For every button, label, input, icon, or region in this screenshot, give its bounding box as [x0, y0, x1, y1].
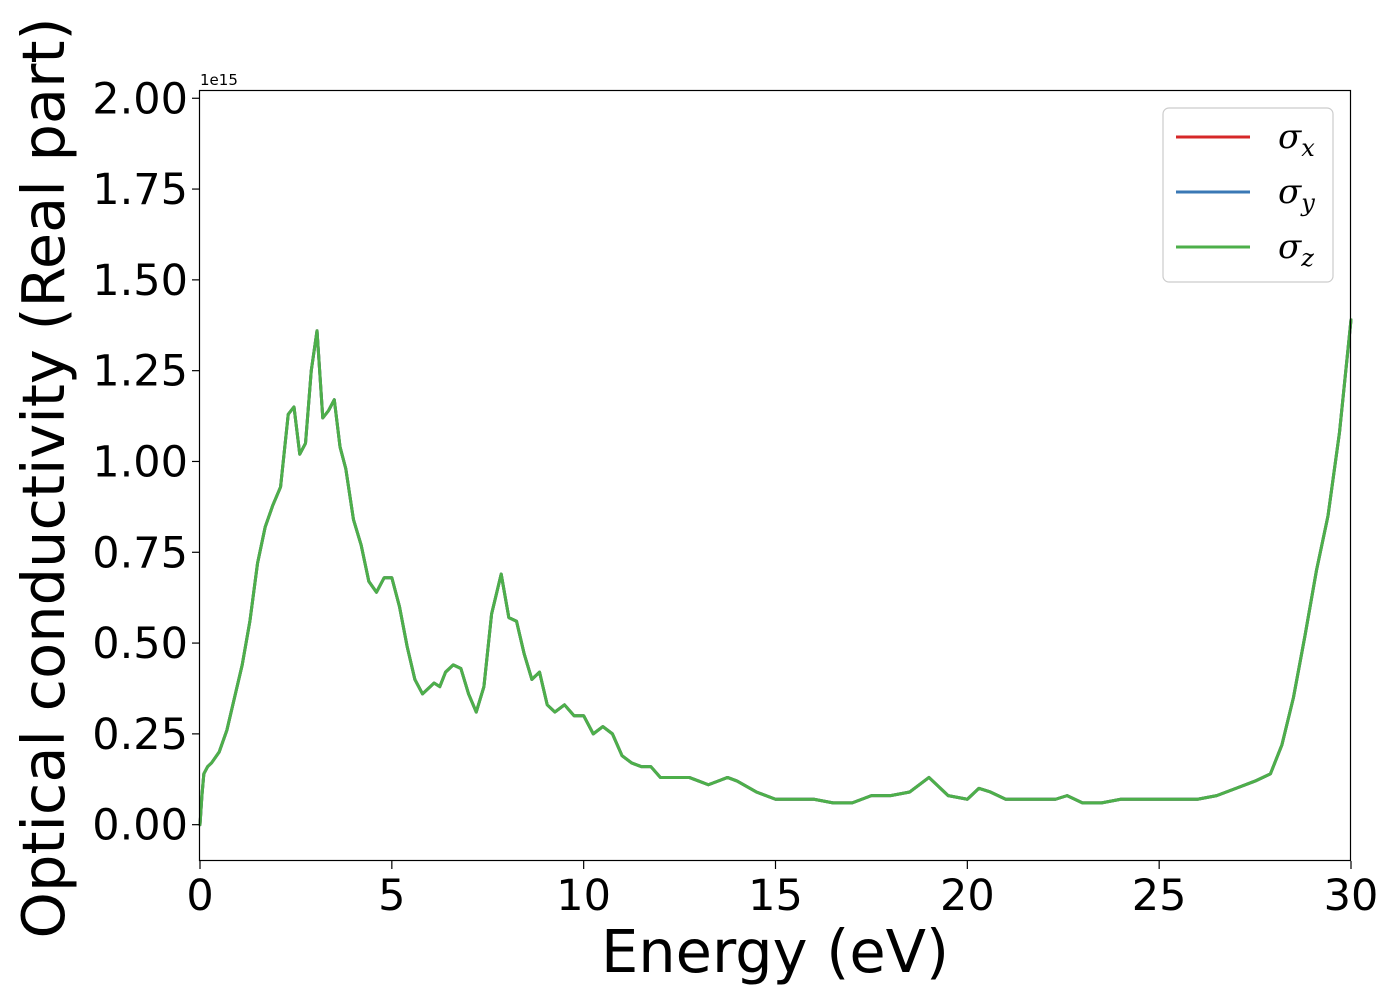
legend-label: σz [1278, 227, 1314, 272]
legend-label: σy [1278, 172, 1315, 217]
x-axis-title: Energy (eV) [601, 917, 949, 986]
legend-label: σx [1278, 117, 1315, 162]
series-line-σz [198, 318, 1353, 827]
legend-items: σx σy σz [1176, 117, 1315, 272]
x-tick-label: 20 [940, 871, 995, 921]
legend: σx σy σz [1162, 107, 1334, 283]
y-tick-label: 0.25 [92, 710, 188, 760]
y-tick-label: 2.00 [92, 74, 188, 124]
y-axis-ticks: 0.00 0.25 0.50 0.75 1.00 1.25 1.50 1.75 2.00 [92, 74, 200, 851]
x-tick-label: 0 [186, 871, 213, 921]
x-axis-ticks: 0 5 10 15 20 25 30 [186, 861, 1378, 921]
y-axis-title: Optical conductivity (Real part) [9, 18, 78, 939]
y-offset-label: 1e15 [200, 71, 238, 89]
x-tick-label: 5 [378, 871, 405, 921]
y-tick-label: 0.50 [92, 619, 188, 669]
x-tick-label: 10 [556, 871, 611, 921]
y-tick-label: 1.50 [92, 256, 188, 306]
x-tick-label: 25 [1132, 871, 1187, 921]
x-tick-label: 15 [748, 871, 803, 921]
y-tick-label: 1.25 [92, 347, 188, 397]
x-tick-label: 30 [1324, 871, 1379, 921]
y-tick-label: 0.75 [92, 528, 188, 578]
plot-frame [198, 89, 1352, 862]
series-layer [198, 318, 1353, 827]
y-tick-label: 1.75 [92, 165, 188, 215]
y-tick-label: 1.00 [92, 437, 188, 487]
legend-box [1162, 107, 1334, 283]
y-tick-label: 0.00 [92, 801, 188, 851]
